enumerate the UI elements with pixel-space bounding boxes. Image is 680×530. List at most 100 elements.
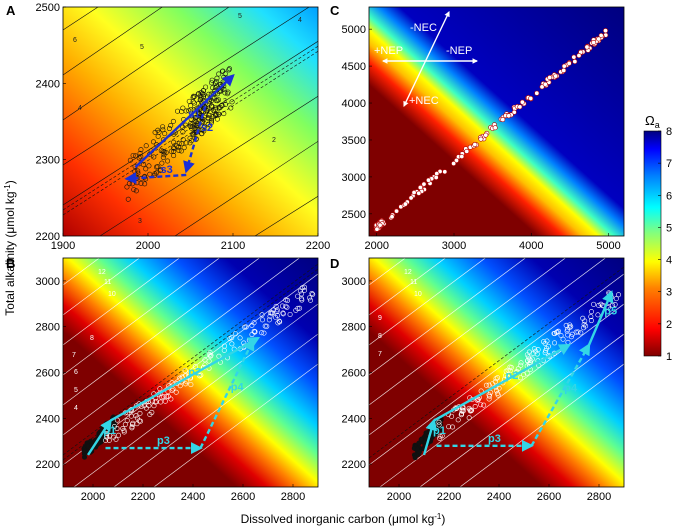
data-point xyxy=(209,116,215,122)
x-axis-label: Dissolved inorganic carbon (μmol kg-1) xyxy=(241,512,446,526)
data-point xyxy=(573,329,579,335)
data-point xyxy=(191,132,197,138)
data-point xyxy=(130,152,136,158)
data-point xyxy=(414,446,420,452)
data-point xyxy=(226,67,232,73)
data-point xyxy=(206,91,212,97)
data-point xyxy=(486,382,492,388)
panel-a-contour-labels: 6 5 4 3 2 5 4 3 xyxy=(73,13,302,225)
data-point xyxy=(182,368,188,374)
y-tick-label: 2600 xyxy=(36,368,60,380)
data-point xyxy=(175,108,181,114)
data-point xyxy=(492,125,498,131)
data-point xyxy=(408,195,414,201)
data-point xyxy=(195,91,201,97)
data-point xyxy=(466,415,472,421)
data-point xyxy=(128,413,134,419)
data-point xyxy=(152,399,158,405)
data-point xyxy=(129,424,135,430)
data-point xyxy=(459,407,465,413)
data-point xyxy=(283,303,289,309)
panel-c: -NEC +NEP -NEP +NEC 2000 3000 4000 5000 2500… xyxy=(330,3,625,252)
y-tick-label: 2400 xyxy=(36,78,60,90)
data-point xyxy=(275,320,281,326)
data-point xyxy=(220,68,226,74)
data-point xyxy=(450,424,456,430)
contour-label: 11 xyxy=(410,279,417,286)
data-point xyxy=(299,291,305,297)
y-tick-label: 2400 xyxy=(342,413,366,425)
data-point xyxy=(571,54,577,60)
x-tick-label: 2100 xyxy=(221,240,245,252)
data-point xyxy=(612,302,618,308)
data-point xyxy=(528,358,534,364)
colorbar-tick-label: 4 xyxy=(666,255,672,267)
data-point xyxy=(168,122,174,128)
data-point xyxy=(616,292,622,298)
data-point xyxy=(295,293,301,299)
data-point xyxy=(259,330,265,336)
colorbar-ticks: 1 2 3 4 5 6 7 8 xyxy=(658,126,672,363)
data-point xyxy=(142,181,148,187)
data-point xyxy=(505,367,511,373)
data-point xyxy=(222,343,228,349)
data-point xyxy=(201,93,207,99)
data-point xyxy=(582,318,588,324)
data-point xyxy=(124,417,130,423)
contour-label: 6 xyxy=(73,37,77,44)
data-point xyxy=(310,291,316,297)
x-tick-label: 2200 xyxy=(131,491,155,503)
data-point xyxy=(525,358,531,364)
contour-label: 3 xyxy=(138,218,142,225)
data-point xyxy=(133,188,139,194)
data-point xyxy=(209,77,215,83)
data-point xyxy=(252,329,258,335)
data-point xyxy=(183,108,189,114)
data-point xyxy=(389,214,395,220)
x-tick-label: 1900 xyxy=(51,240,75,252)
data-point xyxy=(374,226,380,232)
vector-label-p5: p5 xyxy=(604,306,617,318)
x-tick-label: 5000 xyxy=(596,240,620,252)
panel-d-dashed-contours xyxy=(369,266,624,459)
data-point xyxy=(205,122,211,128)
data-point xyxy=(186,108,192,114)
data-point xyxy=(495,391,501,397)
data-point xyxy=(588,314,594,320)
contour-label: 11 xyxy=(104,279,111,286)
y-tick-label: 2400 xyxy=(36,413,60,425)
data-point xyxy=(212,112,218,118)
data-point xyxy=(588,309,594,315)
contour-label: 9 xyxy=(378,315,382,322)
colorbar-label: Ωa xyxy=(645,113,660,130)
data-point xyxy=(221,111,227,117)
data-point xyxy=(468,408,474,414)
data-point xyxy=(280,310,286,316)
data-point xyxy=(207,352,213,358)
data-point xyxy=(299,297,305,303)
data-point xyxy=(106,437,112,443)
data-point xyxy=(104,434,110,440)
data-point xyxy=(163,393,169,399)
data-point xyxy=(180,105,186,111)
data-point xyxy=(503,373,509,379)
data-point xyxy=(515,366,521,372)
data-point xyxy=(216,353,222,359)
data-point xyxy=(269,310,275,316)
data-point xyxy=(531,346,537,352)
data-point xyxy=(191,94,197,100)
vector-p2 xyxy=(109,336,261,422)
panel-a-ticks: 1900 2000 2100 2200 2200 2300 2400 2500 xyxy=(36,2,331,252)
data-point xyxy=(493,388,499,394)
data-point xyxy=(528,95,534,101)
data-point xyxy=(151,154,157,160)
data-point xyxy=(507,368,513,374)
colorbar-tick-label: 2 xyxy=(666,319,672,331)
data-point xyxy=(301,287,307,293)
data-point xyxy=(478,136,484,142)
data-point xyxy=(152,172,158,178)
data-point xyxy=(564,328,570,334)
data-point xyxy=(103,437,109,443)
data-point xyxy=(533,348,539,354)
